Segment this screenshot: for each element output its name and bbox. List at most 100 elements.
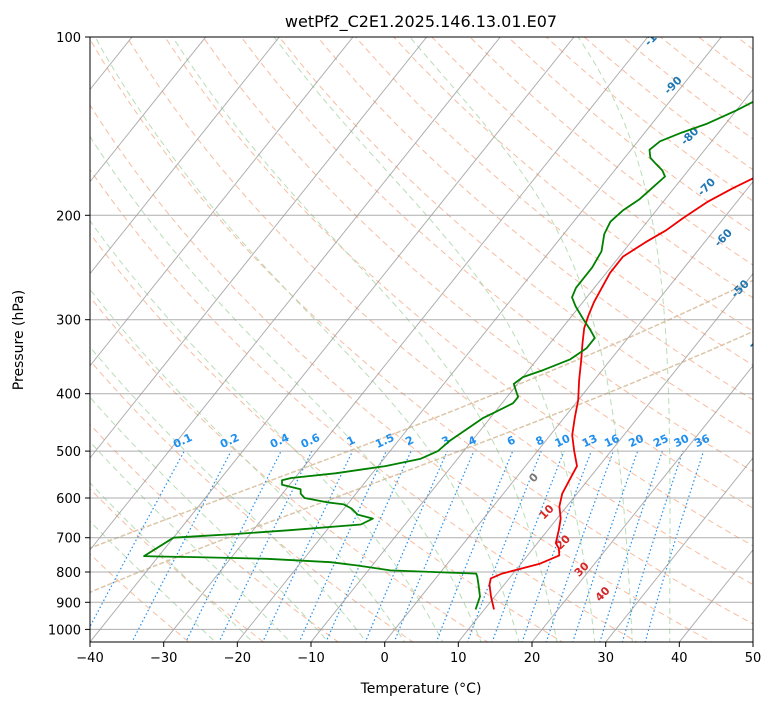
moist-adiabat bbox=[273, 37, 596, 642]
x-tick-label: −30 bbox=[150, 651, 177, 666]
mixing-ratio-line bbox=[621, 450, 684, 642]
y-tick-label: 900 bbox=[56, 596, 81, 611]
dry-adiabat bbox=[316, 37, 753, 401]
isotherm-gridline bbox=[457, 272, 753, 642]
y-tick-label: 500 bbox=[56, 445, 81, 460]
x-tick-label: 40 bbox=[671, 651, 688, 666]
x-tick-label: 0 bbox=[381, 651, 389, 666]
sounding-profiles bbox=[143, 100, 753, 610]
mixing-ratio-label: 2 bbox=[403, 433, 415, 448]
dry-adiabat bbox=[431, 37, 753, 299]
x-axis-label: Temperature (°C) bbox=[360, 681, 482, 697]
mixing-ratio-line bbox=[218, 450, 313, 642]
y-tick-label: 600 bbox=[56, 492, 81, 507]
theta-w-label: 10 bbox=[537, 502, 557, 522]
x-tick-label: −20 bbox=[224, 651, 251, 666]
mixing-ratio-label: 8 bbox=[534, 433, 546, 448]
isotherm-gridline bbox=[0, 37, 58, 642]
y-tick-label: 700 bbox=[56, 532, 81, 547]
plot-frame bbox=[89, 36, 754, 643]
mixing-ratio-label: 16 bbox=[602, 432, 622, 450]
dry-adiabat bbox=[393, 37, 753, 332]
mixing-ratio-label: 10 bbox=[553, 432, 573, 450]
isotherm-gridline bbox=[90, 37, 207, 183]
x-tick-label: 30 bbox=[597, 651, 614, 666]
dry-adiabat bbox=[202, 37, 753, 509]
theta-w-label: 40 bbox=[593, 584, 613, 604]
dry-adiabat bbox=[90, 232, 564, 642]
isohume-label: -30 bbox=[762, 379, 775, 402]
mixing-ratio-label: 20 bbox=[627, 432, 647, 450]
mixing-ratio-label: 6 bbox=[505, 433, 518, 448]
isotherm-gridline bbox=[310, 88, 753, 642]
isotherm-gridline bbox=[90, 37, 280, 275]
y-tick-label: 1000 bbox=[48, 623, 81, 638]
isotherm-gridline bbox=[163, 37, 649, 642]
dry-adiabat bbox=[507, 37, 753, 234]
dry-adiabat bbox=[90, 104, 713, 642]
chart-title: wetPf2_C2E1.2025.146.13.01.E07 bbox=[285, 12, 557, 32]
x-tick-label: 50 bbox=[745, 651, 762, 666]
isohume-label: -80 bbox=[678, 124, 701, 147]
x-tick-label: −10 bbox=[297, 651, 324, 666]
theta-w-label: 0 bbox=[526, 470, 541, 485]
mixing-ratio-label: 0.4 bbox=[268, 431, 291, 451]
y-tick-label: 100 bbox=[56, 31, 81, 46]
dry-adiabat bbox=[278, 37, 753, 436]
background-lines bbox=[0, 37, 753, 642]
dry-adiabat bbox=[90, 423, 340, 642]
dry-adiabat-boundary bbox=[90, 330, 753, 594]
isohume-label: -40 bbox=[745, 328, 768, 351]
x-tick-label: 20 bbox=[524, 651, 541, 666]
isotherm-gridline bbox=[90, 37, 354, 367]
moist-adiabat bbox=[94, 37, 520, 642]
moist-adiabat bbox=[90, 520, 216, 642]
dry-adiabat bbox=[90, 168, 639, 642]
dry-adiabat bbox=[697, 37, 753, 80]
dry-adiabat bbox=[90, 488, 265, 642]
mixing-ratio-line bbox=[185, 450, 282, 642]
y-tick-label: 300 bbox=[56, 314, 81, 329]
isotherm-gridline bbox=[236, 37, 722, 642]
isohume-label: -50 bbox=[729, 277, 752, 300]
mixing-ratio-line bbox=[599, 450, 663, 642]
y-tick-label: 200 bbox=[56, 209, 81, 224]
mixing-ratio-line bbox=[262, 450, 354, 642]
isohume-label: -100 bbox=[642, 20, 671, 49]
y-axis-label: Pressure (hPa) bbox=[11, 290, 27, 390]
mixing-ratio-label: 13 bbox=[580, 432, 599, 450]
mixing-ratio-line bbox=[393, 450, 475, 642]
dry-adiabat-boundary bbox=[90, 279, 753, 549]
mixing-ratio-line bbox=[90, 450, 185, 628]
mixing-ratio-label: 0.2 bbox=[218, 431, 241, 451]
y-tick-label: 400 bbox=[56, 388, 81, 403]
theta-w-label: 30 bbox=[572, 559, 592, 579]
mixing-ratio-label: 25 bbox=[651, 432, 670, 450]
isotherm-gridline bbox=[90, 37, 501, 551]
y-tick-label: 800 bbox=[56, 566, 81, 581]
moist-adiabat bbox=[90, 219, 444, 642]
dry-adiabat bbox=[90, 359, 414, 642]
background-labels: -100-90-80-70-60-50-40-30-20-100.10.20.4… bbox=[171, 20, 775, 604]
dry-adiabat bbox=[164, 37, 753, 547]
moist-adiabat bbox=[577, 37, 671, 642]
isohume-label: -90 bbox=[661, 74, 684, 97]
isotherm-gridline bbox=[752, 641, 753, 642]
mixing-ratio-label: 30 bbox=[672, 432, 692, 450]
moist-adiabat bbox=[172, 37, 558, 642]
dry-adiabat bbox=[90, 296, 489, 642]
x-tick-label: 10 bbox=[450, 651, 467, 666]
dry-adiabat bbox=[354, 37, 753, 366]
dry-adiabat bbox=[469, 37, 753, 266]
isotherm-gridline bbox=[605, 457, 753, 642]
mixing-ratio-line bbox=[545, 450, 614, 642]
isotherm-gridline bbox=[90, 37, 575, 642]
dewpoint-profile bbox=[143, 100, 753, 610]
isotherm-gridline bbox=[90, 37, 428, 459]
moist-adiabat bbox=[409, 37, 633, 642]
mixing-ratio-label: 1 bbox=[345, 433, 357, 448]
moist-adiabat bbox=[90, 441, 291, 642]
isotherm-gridline bbox=[531, 364, 753, 642]
axes: −40 −30 −20 −10 0 10 20 30 40 5010020030040050060… bbox=[48, 31, 761, 666]
